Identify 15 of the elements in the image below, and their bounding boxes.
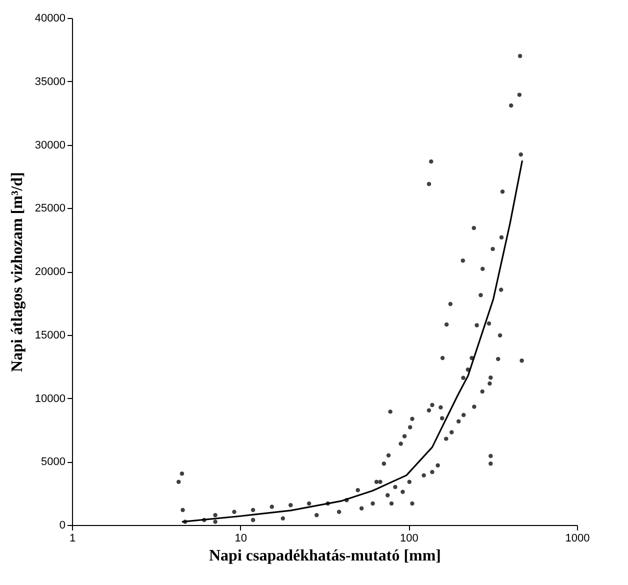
y-axis-title: Napi átlagos vizhozam [m³/d] bbox=[8, 172, 26, 372]
y-tick-label: 20000 bbox=[34, 266, 66, 278]
x-tick-label: 1 bbox=[69, 532, 76, 544]
y-tick-label: 0 bbox=[59, 520, 66, 532]
y-tick-label: 10000 bbox=[34, 392, 66, 405]
y-tick-label: 30000 bbox=[34, 139, 66, 152]
y-tick-label: 40000 bbox=[34, 12, 66, 24]
y-tick-label: 5000 bbox=[41, 456, 66, 468]
y-tick-label: 35000 bbox=[34, 76, 66, 88]
x-tick-label: 10 bbox=[234, 532, 247, 544]
y-tick-label: 15000 bbox=[34, 329, 66, 342]
y-tick-label: 25000 bbox=[34, 202, 66, 215]
x-tick-label: 100 bbox=[400, 532, 418, 544]
x-tick-label: 1000 bbox=[565, 532, 590, 544]
x-axis-title: Napi csapadékhatás-mutató [mm] bbox=[209, 548, 441, 564]
